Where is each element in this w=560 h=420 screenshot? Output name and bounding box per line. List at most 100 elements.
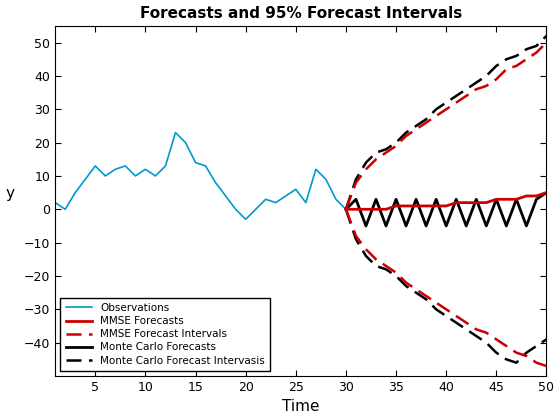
Observations: [272, 200, 279, 205]
Monte Carlo Forecasts: [403, 223, 409, 228]
Observations: [122, 163, 129, 168]
Monte Carlo Forecast Intervasis: [353, 177, 360, 182]
MMSE Forecasts: [403, 203, 409, 208]
Monte Carlo Forecast Intervasis: [533, 43, 540, 48]
Observations: [282, 194, 289, 199]
Monte Carlo Forecasts: [463, 223, 470, 228]
MMSE Forecasts: [503, 197, 510, 202]
Monte Carlo Forecasts: [543, 190, 550, 195]
MMSE Forecast Intervals: [393, 143, 399, 148]
Monte Carlo Forecasts: [453, 197, 460, 202]
Observations: [242, 217, 249, 222]
Monte Carlo Forecast Intervasis: [363, 160, 370, 165]
Observations: [82, 177, 88, 182]
Monte Carlo Forecast Intervasis: [473, 80, 479, 85]
MMSE Forecasts: [382, 207, 389, 212]
Monte Carlo Forecasts: [473, 197, 479, 202]
Title: Forecasts and 95% Forecast Intervals: Forecasts and 95% Forecast Intervals: [139, 5, 462, 21]
MMSE Forecasts: [343, 207, 349, 212]
MMSE Forecast Intervals: [363, 167, 370, 172]
Y-axis label: y: y: [6, 186, 15, 201]
MMSE Forecasts: [493, 197, 500, 202]
Observations: [312, 167, 319, 172]
MMSE Forecast Intervals: [413, 127, 419, 132]
MMSE Forecasts: [433, 203, 440, 208]
Monte Carlo Forecasts: [372, 197, 379, 202]
Monte Carlo Forecast Intervasis: [463, 87, 470, 92]
MMSE Forecasts: [393, 203, 399, 208]
Monte Carlo Forecasts: [413, 197, 419, 202]
Observations: [92, 163, 99, 168]
Monte Carlo Forecast Intervasis: [543, 33, 550, 38]
MMSE Forecasts: [513, 197, 520, 202]
Monte Carlo Forecast Intervasis: [453, 93, 460, 98]
Monte Carlo Forecasts: [503, 223, 510, 228]
MMSE Forecasts: [543, 190, 550, 195]
MMSE Forecast Intervals: [343, 207, 349, 212]
MMSE Forecast Intervals: [543, 40, 550, 45]
Observations: [102, 173, 109, 178]
Legend: Observations, MMSE Forecasts, MMSE Forecast Intervals, Monte Carlo Forecasts, Mo: Observations, MMSE Forecasts, MMSE Forec…: [60, 298, 270, 371]
Line: Observations: Observations: [55, 133, 346, 219]
MMSE Forecast Intervals: [353, 180, 360, 185]
Monte Carlo Forecasts: [513, 197, 520, 202]
Observations: [62, 207, 68, 212]
Observations: [302, 200, 309, 205]
Monte Carlo Forecast Intervasis: [403, 130, 409, 135]
MMSE Forecasts: [353, 207, 360, 212]
Monte Carlo Forecast Intervasis: [393, 140, 399, 145]
MMSE Forecast Intervals: [433, 113, 440, 118]
Observations: [72, 190, 78, 195]
MMSE Forecast Intervals: [403, 134, 409, 139]
Observations: [263, 197, 269, 202]
Monte Carlo Forecast Intervasis: [493, 63, 500, 68]
Observations: [212, 180, 219, 185]
Monte Carlo Forecasts: [443, 223, 450, 228]
Observations: [292, 187, 299, 192]
MMSE Forecast Intervals: [513, 63, 520, 68]
Observations: [253, 207, 259, 212]
Observations: [172, 130, 179, 135]
Monte Carlo Forecasts: [423, 223, 430, 228]
Observations: [142, 167, 149, 172]
Observations: [323, 177, 329, 182]
Observations: [52, 200, 59, 205]
Monte Carlo Forecast Intervasis: [523, 47, 530, 52]
Monte Carlo Forecasts: [393, 197, 399, 202]
MMSE Forecast Intervals: [423, 120, 430, 125]
MMSE Forecast Intervals: [443, 107, 450, 112]
X-axis label: Time: Time: [282, 399, 320, 415]
MMSE Forecasts: [413, 203, 419, 208]
Monte Carlo Forecast Intervasis: [443, 100, 450, 105]
MMSE Forecasts: [473, 200, 479, 205]
MMSE Forecasts: [372, 207, 379, 212]
Monte Carlo Forecasts: [382, 223, 389, 228]
Monte Carlo Forecasts: [343, 207, 349, 212]
Observations: [152, 173, 159, 178]
Monte Carlo Forecast Intervasis: [483, 74, 489, 79]
Monte Carlo Forecast Intervasis: [503, 57, 510, 62]
Observations: [343, 207, 349, 212]
Observations: [132, 173, 139, 178]
MMSE Forecast Intervals: [463, 93, 470, 98]
MMSE Forecast Intervals: [372, 157, 379, 162]
Monte Carlo Forecasts: [433, 197, 440, 202]
MMSE Forecasts: [533, 194, 540, 199]
Line: Monte Carlo Forecast Intervasis: Monte Carlo Forecast Intervasis: [346, 36, 547, 209]
MMSE Forecast Intervals: [453, 100, 460, 105]
MMSE Forecast Intervals: [473, 87, 479, 92]
Monte Carlo Forecasts: [353, 197, 360, 202]
Line: Monte Carlo Forecasts: Monte Carlo Forecasts: [346, 193, 547, 226]
Monte Carlo Forecast Intervasis: [513, 53, 520, 58]
Monte Carlo Forecasts: [533, 197, 540, 202]
Monte Carlo Forecast Intervasis: [413, 123, 419, 129]
Observations: [112, 167, 119, 172]
MMSE Forecast Intervals: [382, 150, 389, 155]
MMSE Forecasts: [463, 200, 470, 205]
Monte Carlo Forecast Intervasis: [343, 207, 349, 212]
MMSE Forecasts: [523, 194, 530, 199]
MMSE Forecasts: [483, 200, 489, 205]
Monte Carlo Forecasts: [523, 223, 530, 228]
Observations: [232, 207, 239, 212]
MMSE Forecast Intervals: [503, 67, 510, 72]
